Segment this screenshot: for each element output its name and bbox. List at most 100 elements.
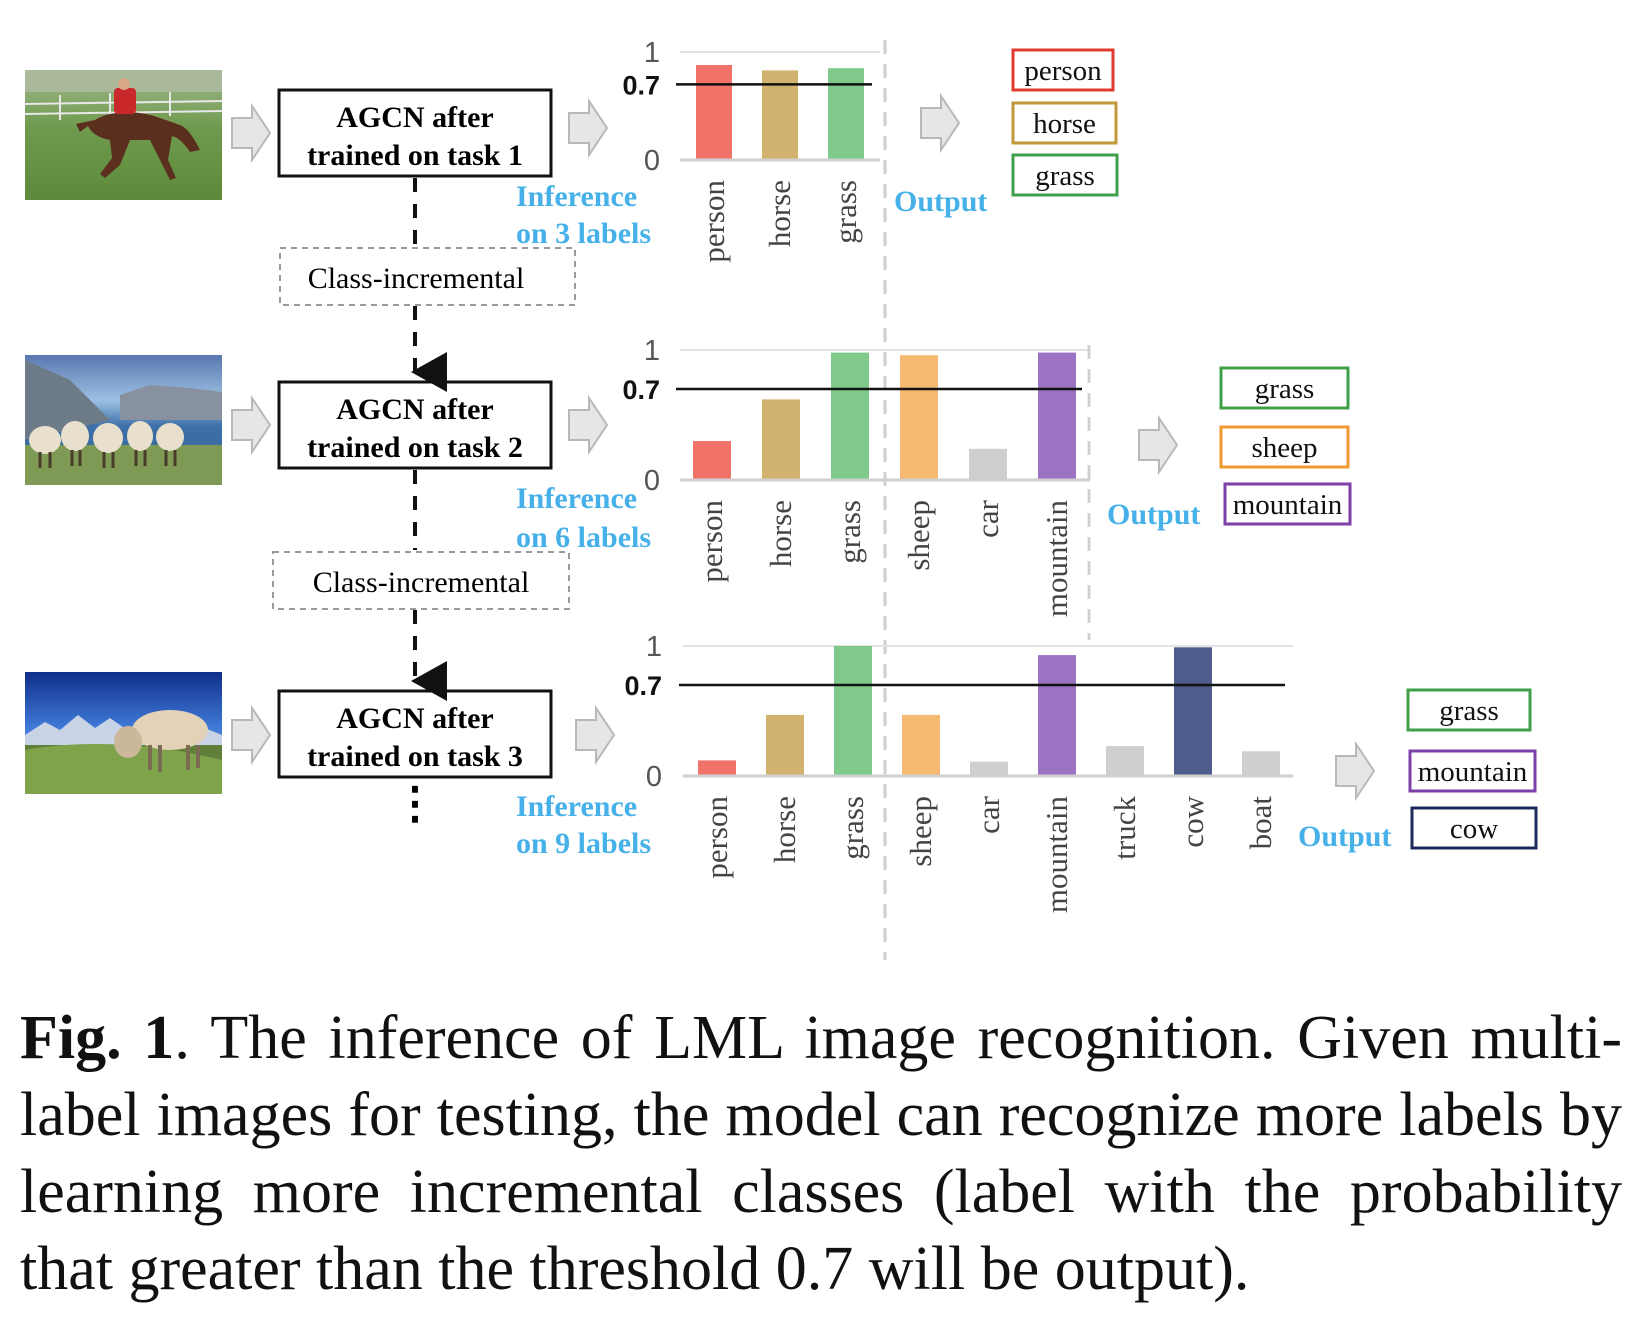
horse-rider-photo <box>24 70 223 200</box>
output-text-mountain: mountain <box>1418 756 1528 788</box>
output-box-sheep <box>1219 425 1350 469</box>
chart-to-output-arrow-3 <box>1335 740 1376 802</box>
output-text-grass: grass <box>1439 695 1499 727</box>
bar-person <box>698 760 736 776</box>
bar-horse <box>762 399 800 480</box>
x-tick-label-horse: horse <box>763 500 798 567</box>
figure-diagram: AGCN after trained on task 1 AGCN after … <box>24 37 1538 960</box>
x-tick-label-grass: grass <box>832 500 867 564</box>
bar-chart-task-3: 1 0.7 0 person horse grass sheep car mountain tru… <box>624 631 1293 913</box>
bar-boat <box>1242 751 1280 776</box>
output-labels-task-2: grass sheep mountain <box>1219 366 1352 526</box>
continuation-dots: ⋮ <box>393 779 437 828</box>
bar-grass <box>834 646 872 776</box>
bar-sheep <box>900 355 938 480</box>
inference-line1: Inference <box>516 790 637 823</box>
bar-chart-task-2: 1 0.7 0 person horse grass sheep car mountain <box>622 335 1091 640</box>
x-tick-label-sheep: sheep <box>903 796 938 867</box>
x-tick-label-horse: horse <box>767 796 802 863</box>
chart-to-output-arrow-1 <box>920 92 961 154</box>
bar-person <box>693 441 731 480</box>
sheep-photo <box>25 355 222 485</box>
output-box-grass <box>1219 366 1350 410</box>
x-tick-label-grass: grass <box>828 180 863 244</box>
y-tick-label: 0.7 <box>624 671 662 701</box>
output-text-grass: grass <box>1035 160 1095 192</box>
x-tick-label-person: person <box>696 180 731 263</box>
cow-photo <box>25 672 222 794</box>
x-tick-label-grass: grass <box>835 796 870 860</box>
caption-label: Fig. 1 <box>20 1004 175 1072</box>
output-box-mountain <box>1223 482 1352 526</box>
inference-line2: on 9 labels <box>516 827 651 860</box>
output-text-mountain: mountain <box>1233 489 1343 521</box>
image-to-model-arrow-3 <box>231 704 272 766</box>
y-tick-label: 1 <box>644 335 660 367</box>
output-box-grass <box>1406 688 1532 732</box>
y-tick-label: 1 <box>646 631 662 663</box>
x-tick-label-cow: cow <box>1175 795 1210 847</box>
output-box-person <box>1011 48 1115 92</box>
y-tick-label: 0 <box>644 465 660 497</box>
y-tick-label: 0 <box>644 145 660 177</box>
output-labels-task-1: person horse grass <box>1011 48 1119 197</box>
model-to-chart-arrow-1 <box>568 97 609 159</box>
model-box-line2: trained on task 3 <box>307 740 523 773</box>
output-text-sheep: sheep <box>1251 432 1317 464</box>
chart-to-output-arrow-2 <box>1138 414 1179 476</box>
caption-text: . The inference of LML image recognition… <box>20 1004 1622 1303</box>
x-tick-label-mountain: mountain <box>1039 796 1074 914</box>
y-tick-label: 0 <box>646 761 662 793</box>
inference-line2: on 6 labels <box>516 521 651 554</box>
x-tick-label-horse: horse <box>762 180 797 247</box>
model-box-line2: trained on task 2 <box>307 431 523 464</box>
model-box-task-1: AGCN after trained on task 1 <box>277 88 553 178</box>
output-label-2: Output <box>1107 498 1200 531</box>
bar-horse <box>766 714 804 776</box>
bar-grass <box>831 352 869 480</box>
x-tick-label-car: car <box>970 499 1005 538</box>
model-box-line1: AGCN after <box>336 393 493 426</box>
x-tick-label-car: car <box>971 795 1006 834</box>
inference-line1: Inference <box>516 482 637 515</box>
y-tick-label: 1 <box>644 37 660 69</box>
output-label-3: Output <box>1298 820 1391 853</box>
model-box-line2: trained on task 1 <box>307 139 523 172</box>
model-box-line1: AGCN after <box>336 702 493 735</box>
inference-label-1: Inference on 3 labels <box>516 180 651 250</box>
class-incremental-label: Class-incremental <box>308 262 525 295</box>
x-tick-label-truck: truck <box>1107 796 1142 860</box>
output-text-cow: cow <box>1450 813 1498 845</box>
inference-label-2: Inference on 6 labels <box>516 482 651 554</box>
bar-car <box>970 761 1008 776</box>
bar-mountain <box>1038 352 1076 480</box>
bar-person <box>696 64 732 160</box>
output-label-1: Output <box>894 185 987 218</box>
x-tick-label-person: person <box>699 796 734 879</box>
bar-grass <box>828 68 864 160</box>
class-incremental-label: Class-incremental <box>313 566 530 599</box>
bar-sheep <box>902 714 940 776</box>
output-box-mountain <box>1408 749 1537 793</box>
inference-label-3: Inference on 9 labels <box>516 790 651 860</box>
model-to-chart-arrow-2 <box>568 394 609 456</box>
output-text-horse: horse <box>1033 108 1096 140</box>
x-tick-label-sheep: sheep <box>901 500 936 571</box>
output-box-cow <box>1410 806 1538 850</box>
output-text-grass: grass <box>1255 373 1315 405</box>
figure-caption: Fig. 1. The inference of LML image recog… <box>20 1000 1622 1308</box>
class-incremental-box-1: Class-incremental <box>279 247 576 306</box>
bar-mountain <box>1038 655 1076 776</box>
class-incremental-box-2: Class-incremental <box>272 551 570 610</box>
model-box-task-3: AGCN after trained on task 3 <box>277 689 553 779</box>
bar-cow <box>1174 647 1212 776</box>
image-to-model-arrow-1 <box>231 102 272 164</box>
bar-truck <box>1106 746 1144 776</box>
bar-car <box>969 448 1007 480</box>
x-tick-label-person: person <box>694 500 729 583</box>
x-tick-label-mountain: mountain <box>1039 500 1074 618</box>
bar-chart-task-1: 1 0.7 0 person horse grass <box>622 37 887 960</box>
image-to-model-arrow-2 <box>231 394 272 456</box>
output-labels-task-3: grass mountain cow <box>1406 688 1538 850</box>
x-tick-label-boat: boat <box>1243 796 1278 850</box>
